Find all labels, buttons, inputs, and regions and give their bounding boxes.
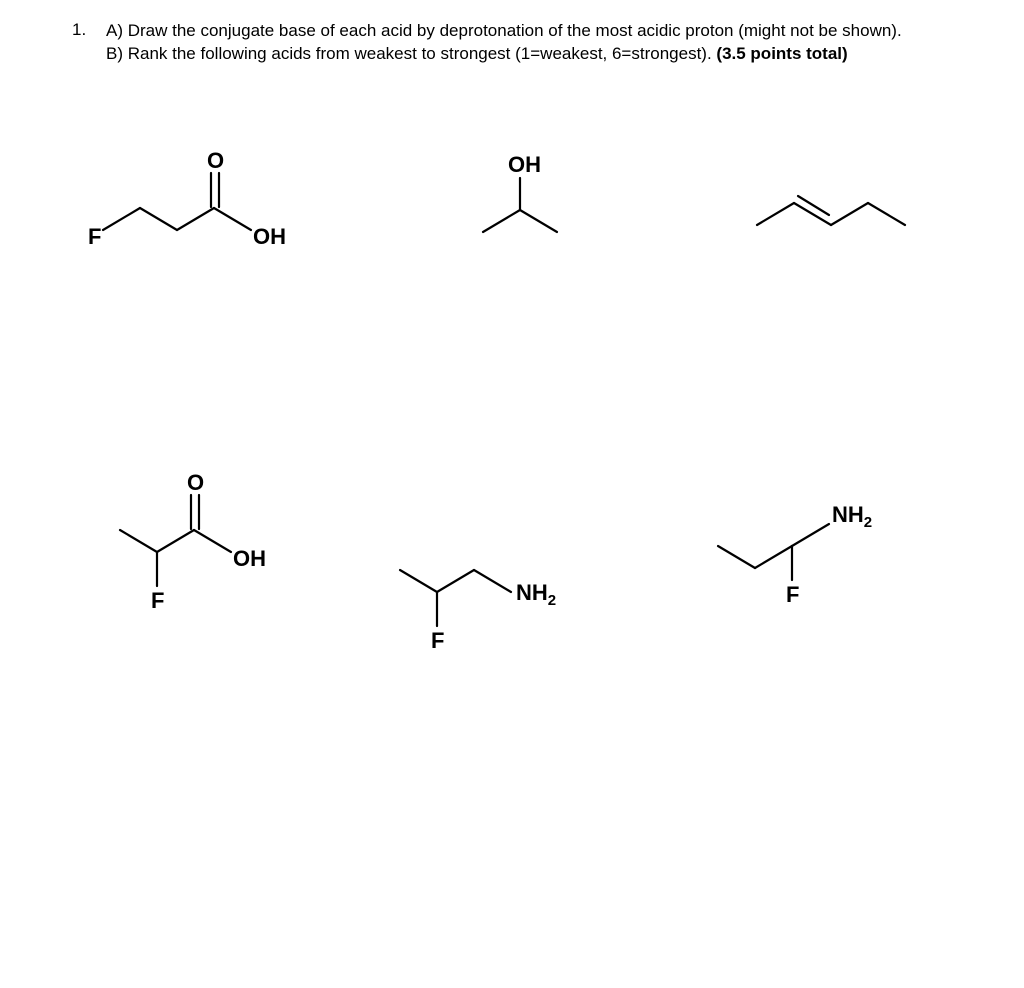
structure-2: OH [483,152,557,232]
label-f: F [88,224,101,249]
label-f: F [151,588,164,613]
structure-5: F NH2 [400,570,556,653]
structures-canvas: .bond { stroke:#000; stroke-width:2.2; s… [0,0,1024,988]
label-o: O [207,148,224,173]
structure-4c: F O OH [100,470,300,640]
label-o: O [187,470,204,495]
structure-6b: NH2 F [700,500,940,640]
label-oh: OH [233,546,266,571]
page: 1. A) Draw the conjugate base of each ac… [0,0,1024,988]
label-f: F [786,582,799,607]
label-nh2: NH2 [516,580,556,609]
label-f: F [431,628,444,653]
label-oh: OH [508,152,541,177]
structure-1: F O OH [88,148,286,249]
label-oh: OH [253,224,286,249]
structure-3 [757,196,905,225]
